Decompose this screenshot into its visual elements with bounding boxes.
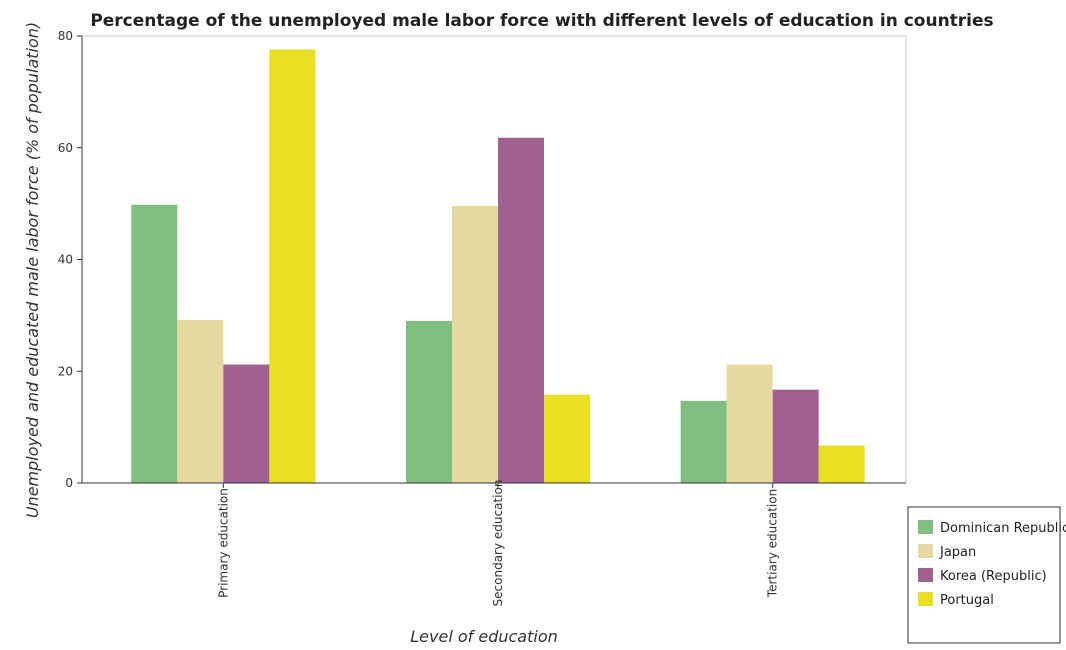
- legend-swatch: [918, 592, 933, 606]
- x-tick-label: Primary education: [216, 488, 230, 598]
- x-tick-label: Secondary education: [491, 480, 505, 607]
- bar-japan-secondary-education: [452, 205, 498, 484]
- legend-swatch: [918, 520, 933, 534]
- legend-label: Portugal: [940, 593, 994, 608]
- y-tick-label: 80: [58, 29, 73, 43]
- x-axis: Primary education Secondary education Tert…: [82, 480, 906, 607]
- y-tick-label: 60: [58, 141, 73, 155]
- y-tick-label: 20: [58, 364, 73, 378]
- bar-dominican-republic-secondary-education: [406, 320, 452, 483]
- x-tick-label: Tertiary education: [766, 489, 780, 598]
- bar-portugal-secondary-education: [544, 394, 590, 483]
- bar-portugal-primary-education: [269, 49, 316, 483]
- bar-dominican-republic-primary-education: [131, 204, 178, 483]
- bars: [131, 49, 865, 484]
- bar-korea-republic-secondary-education: [498, 137, 544, 483]
- legend-label: Dominican Republic: [940, 521, 1066, 536]
- y-tick-label: 40: [58, 253, 73, 267]
- x-axis-label: Level of education: [410, 627, 558, 646]
- y-tick-label: 0: [65, 476, 73, 490]
- bar-korea-republic-primary-education: [223, 364, 270, 483]
- legend-label: Korea (Republic): [940, 569, 1047, 584]
- legend-swatch: [918, 544, 933, 558]
- legend-swatch: [918, 568, 933, 582]
- bar-dominican-republic-tertiary-education: [680, 400, 727, 483]
- chart-title: Percentage of the unemployed male labor …: [90, 11, 993, 31]
- bar-korea-republic-tertiary-education: [772, 389, 819, 483]
- legend-box: [907, 506, 1061, 644]
- y-axis-label: Unemployed and educated male labor force…: [23, 22, 42, 518]
- y-axis: 0 20 40 60 80: [58, 29, 83, 490]
- legend: Dominican Republic Japan Korea (Republic) P…: [907, 506, 1066, 644]
- legend-label: Japan: [939, 545, 976, 560]
- bar-portugal-tertiary-education: [818, 445, 865, 483]
- bar-japan-tertiary-education: [726, 364, 773, 483]
- bar-japan-primary-education: [177, 319, 224, 483]
